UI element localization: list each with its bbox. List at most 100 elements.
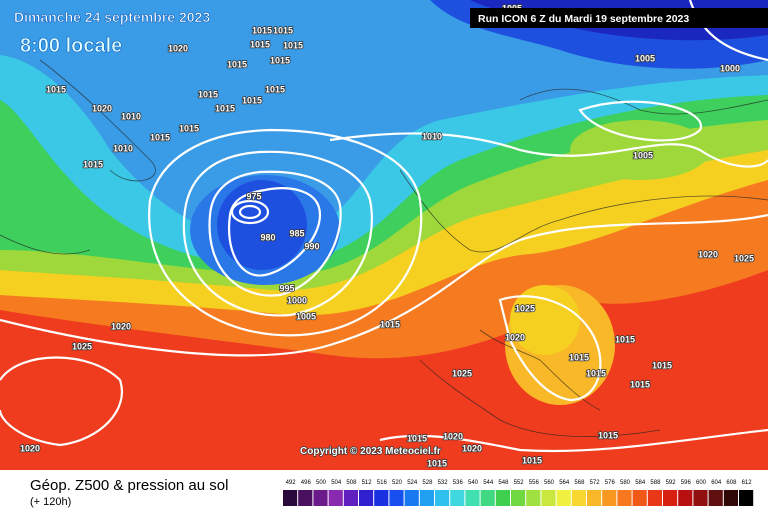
isobar-label: 1000 xyxy=(720,63,740,73)
scale-label: 608 xyxy=(726,480,737,486)
isobar xyxy=(0,213,768,357)
scale-label: 508 xyxy=(346,480,357,486)
isobar-label: 1025 xyxy=(72,341,92,351)
color-scale: 492 496 500 504 508 512 516 520 524 528 532 536 540 5… xyxy=(283,480,754,506)
isobar-label: 1005 xyxy=(635,53,655,63)
isobar-label: 1015 xyxy=(46,84,66,94)
scale-swatch xyxy=(647,490,662,506)
isobar xyxy=(227,187,322,277)
scale-label: 532 xyxy=(438,480,449,486)
scale-swatch xyxy=(526,490,541,506)
scale-label: 580 xyxy=(620,480,631,486)
field-low xyxy=(217,180,307,270)
isobar-label: 1015 xyxy=(598,430,618,440)
field-lightgreen xyxy=(570,120,710,180)
legend-subtitle: (+ 120h) xyxy=(30,496,71,508)
isobar xyxy=(148,128,423,337)
scale-swatch xyxy=(708,490,723,506)
isobar xyxy=(208,170,342,297)
scale-label: 492 xyxy=(286,480,297,486)
isobar-label: 1015 xyxy=(615,334,635,344)
scale-label: 584 xyxy=(635,480,646,486)
isobar-label: 1005 xyxy=(296,311,316,321)
scale-label: 612 xyxy=(742,480,753,486)
forecast-time: 8:00 locale xyxy=(20,35,122,57)
isobar-label: 1025 xyxy=(452,368,472,378)
run-info: Run ICON 6 Z du Mardi 19 septembre 2023 xyxy=(478,13,689,25)
scale-swatch xyxy=(511,490,526,506)
scale-swatch xyxy=(404,490,419,506)
isobar-label: 1015 xyxy=(198,89,218,99)
scale-label: 524 xyxy=(407,480,418,486)
field-lightblue xyxy=(0,0,768,242)
isobar-label: 1015 xyxy=(586,368,606,378)
scale-label: 500 xyxy=(316,480,327,486)
isobar-label: 1020 xyxy=(698,249,718,259)
isobar-label: 1015 xyxy=(569,352,589,362)
isobar-label: 1015 xyxy=(252,25,272,35)
scale-label: 552 xyxy=(514,480,525,486)
isobar-label: 1020 xyxy=(443,431,463,441)
scale-swatch xyxy=(495,490,510,506)
isobar-label: 990 xyxy=(304,241,319,251)
scale-label: 588 xyxy=(650,480,661,486)
isobar-label: 1010 xyxy=(422,131,442,141)
isobar xyxy=(238,204,262,220)
isobar-label: 1020 xyxy=(111,321,131,331)
isobars xyxy=(0,0,768,453)
isobar-label: 995 xyxy=(279,283,294,293)
scale-label: 516 xyxy=(377,480,388,486)
scale-swatch xyxy=(435,490,450,506)
scale-swatch xyxy=(693,490,708,506)
isobar-label: 975 xyxy=(246,191,261,201)
scale-label: 576 xyxy=(605,480,616,486)
isobar-label: 1015 xyxy=(250,39,270,49)
isobar-label: 1015 xyxy=(283,40,303,50)
scale-label: 528 xyxy=(422,480,433,486)
scale-swatch xyxy=(632,490,647,506)
scale-swatch xyxy=(419,490,434,506)
scale-swatch xyxy=(283,490,298,506)
isobar-label: 1015 xyxy=(273,25,293,35)
isobar xyxy=(578,100,703,142)
isobar-label: 980 xyxy=(260,232,275,242)
scale-label: 544 xyxy=(483,480,494,486)
scale-label: 512 xyxy=(362,480,373,486)
scale-swatch xyxy=(328,490,343,506)
isobar-label: 1015 xyxy=(427,458,447,468)
scale-swatch xyxy=(298,490,313,506)
isobar-label: 1005 xyxy=(633,150,653,160)
scale-swatch xyxy=(571,490,586,506)
isobar-label: 1015 xyxy=(215,103,235,113)
scale-label: 560 xyxy=(544,480,555,486)
isobar-label: 1015 xyxy=(242,95,262,105)
isobar-label: 1015 xyxy=(522,455,542,465)
isobar-label: 1015 xyxy=(652,360,672,370)
isobar-label: 1010 xyxy=(121,111,141,121)
scale-label: 592 xyxy=(666,480,677,486)
scale-swatch xyxy=(739,490,754,506)
scale-swatch xyxy=(617,490,632,506)
isobar-label: 1020 xyxy=(92,103,112,113)
scale-swatch xyxy=(359,490,374,506)
isobar-label: 1025 xyxy=(734,253,754,263)
scale-label: 536 xyxy=(453,480,464,486)
isobar xyxy=(329,132,768,168)
isobar-label: 1015 xyxy=(407,433,427,443)
isobar xyxy=(182,150,373,317)
scale-swatch xyxy=(723,490,738,506)
forecast-date: Dimanche 24 septembre 2023 xyxy=(14,9,210,25)
isobar-label: 1015 xyxy=(270,55,290,65)
isobar-label: 1015 xyxy=(227,59,247,69)
isobar xyxy=(498,295,602,402)
scale-swatch xyxy=(450,490,465,506)
scale-swatch xyxy=(587,490,602,506)
scale-label: 556 xyxy=(529,480,540,486)
scale-label: 520 xyxy=(392,480,403,486)
isobar-label: 1000 xyxy=(287,295,307,305)
isobar-label: 1015 xyxy=(179,123,199,133)
isobar-label: 1015 xyxy=(83,159,103,169)
scale-label: 496 xyxy=(301,480,312,486)
